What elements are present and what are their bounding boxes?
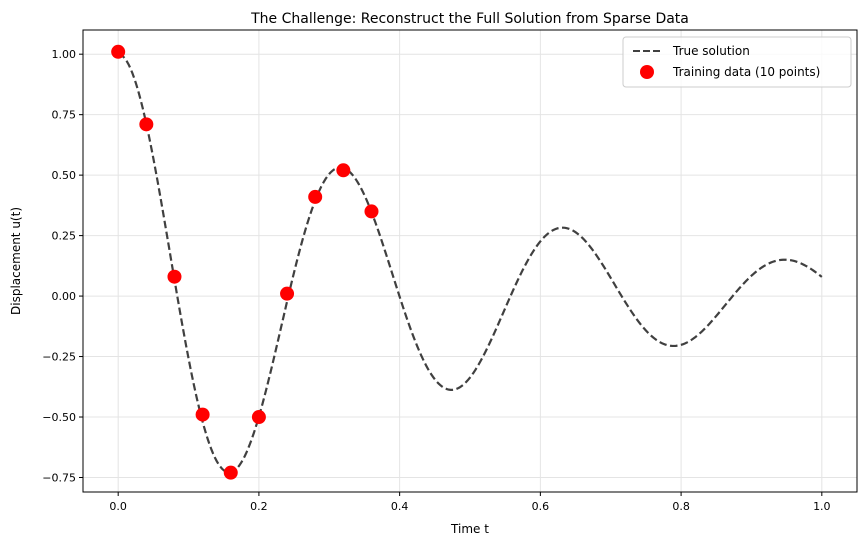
training-data-point bbox=[195, 407, 210, 422]
y-axis: −0.75 −0.50 −0.25 0.00 0.25 0.50 0.75 1.00 bbox=[42, 48, 83, 484]
y-tick-label: 0.50 bbox=[52, 169, 77, 182]
training-data-point bbox=[251, 410, 266, 425]
y-axis-label: Displacement u(t) bbox=[9, 207, 23, 315]
training-data-point bbox=[139, 117, 154, 132]
training-data-point bbox=[308, 189, 323, 204]
training-data-point bbox=[336, 163, 351, 178]
x-tick-label: 0.4 bbox=[391, 500, 409, 513]
legend-label-true-solution: True solution bbox=[672, 44, 750, 58]
y-tick-label: 1.00 bbox=[52, 48, 77, 61]
x-tick-label: 0.8 bbox=[672, 500, 690, 513]
curve-layer bbox=[117, 53, 823, 474]
y-tick-label: 0.25 bbox=[52, 230, 77, 243]
true-solution-line bbox=[117, 53, 823, 474]
training-data-point bbox=[364, 204, 379, 219]
x-tick-label: 0.0 bbox=[109, 500, 127, 513]
training-data-point bbox=[111, 44, 126, 59]
training-data-point bbox=[280, 286, 295, 301]
legend-marker-swatch bbox=[640, 65, 654, 79]
training-data-point bbox=[167, 269, 182, 284]
grid bbox=[83, 30, 857, 492]
x-tick-label: 0.2 bbox=[250, 500, 268, 513]
x-tick-label: 0.6 bbox=[532, 500, 550, 513]
y-tick-label: −0.75 bbox=[42, 471, 76, 484]
legend-box bbox=[622, 36, 852, 88]
y-tick-label: −0.50 bbox=[42, 411, 76, 424]
y-tick-label: −0.25 bbox=[42, 351, 76, 364]
axes-frame bbox=[82, 29, 858, 493]
y-tick-label: 0.00 bbox=[52, 290, 77, 303]
x-axis-label: Time t bbox=[450, 522, 489, 536]
legend-label-training-data: Training data (10 points) bbox=[672, 65, 820, 79]
x-tick-label: 1.0 bbox=[813, 500, 831, 513]
y-tick-label: 0.75 bbox=[52, 109, 77, 122]
points-layer bbox=[111, 44, 379, 480]
legend: True solution Training data (10 points) bbox=[622, 36, 852, 88]
chart-title: The Challenge: Reconstruct the Full Solu… bbox=[250, 11, 689, 27]
training-data-point bbox=[223, 465, 238, 480]
x-axis: 0.0 0.2 0.4 0.6 0.8 1.0 bbox=[109, 492, 831, 513]
